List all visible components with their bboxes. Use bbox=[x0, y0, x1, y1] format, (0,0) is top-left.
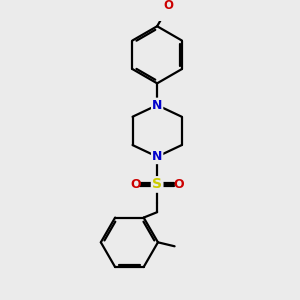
Text: N: N bbox=[152, 99, 162, 112]
Text: S: S bbox=[152, 177, 162, 191]
Text: N: N bbox=[152, 150, 162, 163]
Text: O: O bbox=[164, 0, 174, 12]
Text: O: O bbox=[173, 178, 184, 191]
Text: O: O bbox=[130, 178, 141, 191]
